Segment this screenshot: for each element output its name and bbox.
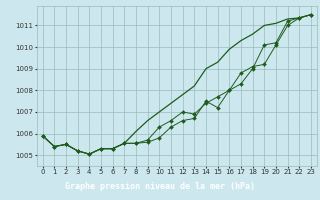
Text: Graphe pression niveau de la mer (hPa): Graphe pression niveau de la mer (hPa) — [65, 182, 255, 191]
